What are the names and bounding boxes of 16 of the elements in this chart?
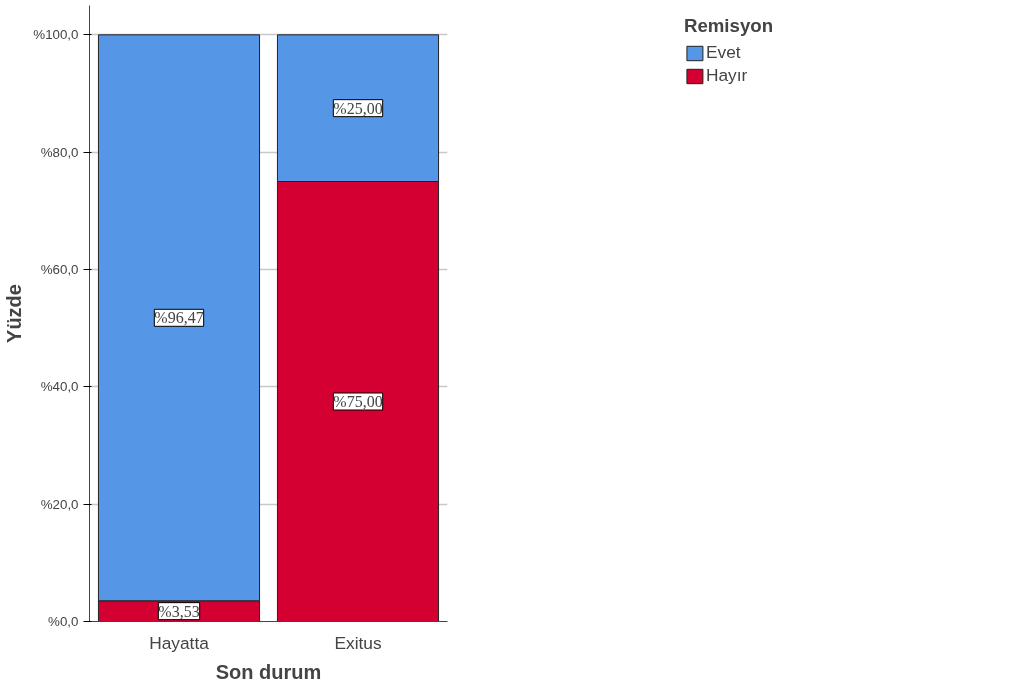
y-tick-label: %40,0 <box>40 379 79 395</box>
y-tick-label: %80,0 <box>40 144 79 160</box>
y-tick-label: %20,0 <box>40 496 79 512</box>
x-axis-title: Son durum <box>215 660 322 683</box>
x-tick-label: Exitus <box>334 632 382 653</box>
data-label: %75,00 <box>333 393 383 410</box>
y-tick-label: %100,0 <box>33 27 79 43</box>
legend-label: Evet <box>705 42 741 63</box>
x-tick-label: Hayatta <box>149 632 210 653</box>
y-tick-label: %60,0 <box>40 262 79 277</box>
data-label: %25,00 <box>333 99 383 117</box>
data-label: %3,53 <box>158 602 200 620</box>
y-axis-title: Yüzde <box>3 284 26 343</box>
y-tick-label: %0,0 <box>48 614 79 629</box>
legend-title: Remisyon <box>683 15 774 37</box>
legend-label: Hayır <box>705 65 748 86</box>
